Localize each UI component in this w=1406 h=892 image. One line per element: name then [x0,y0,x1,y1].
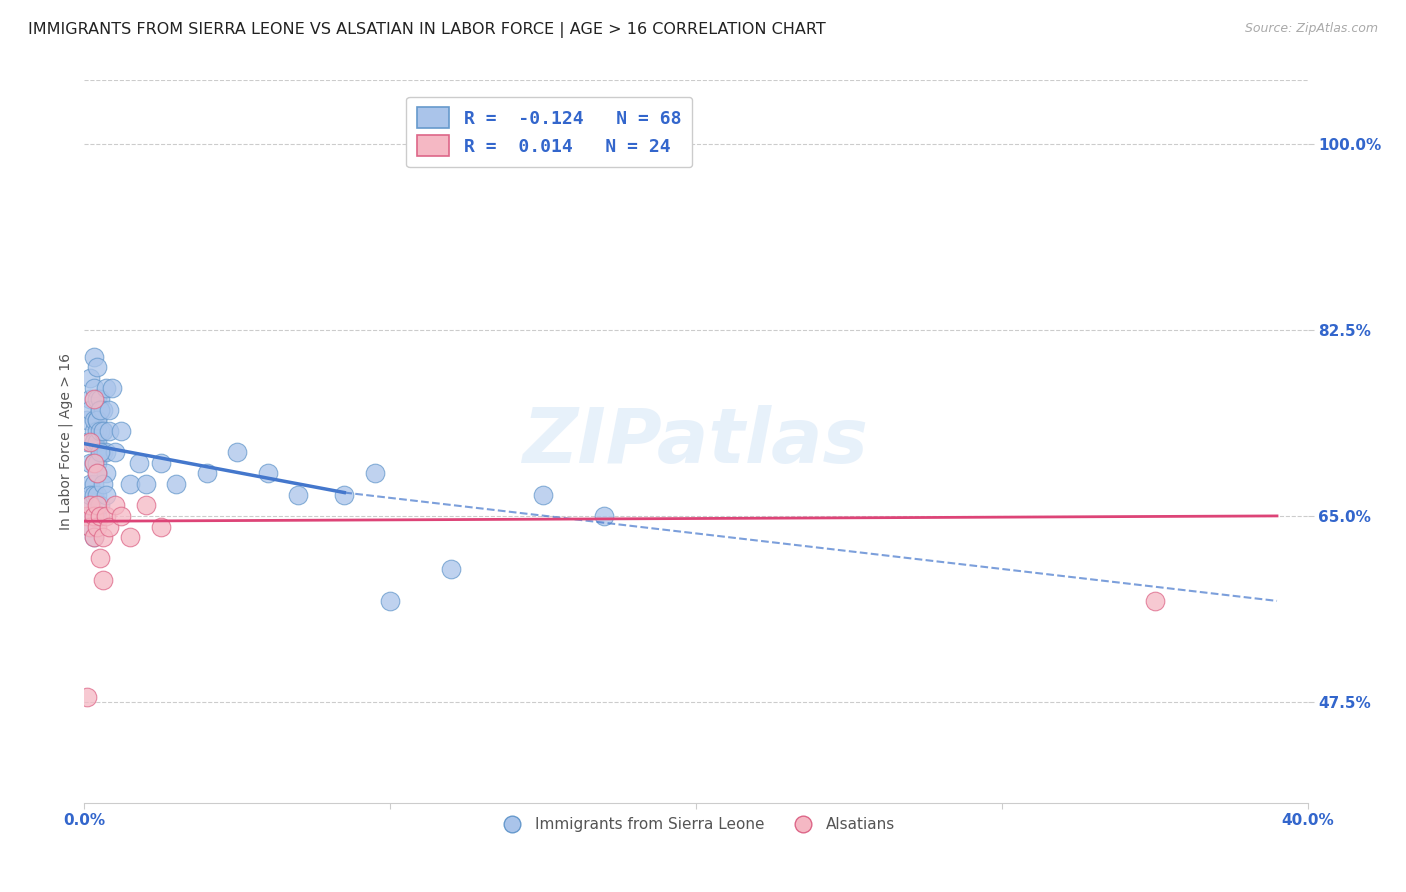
Point [380,594,402,608]
Point [76,508,98,523]
Point [83,530,105,544]
Point [94,488,117,502]
Point [94,508,117,523]
Point [79,477,101,491]
Point [94,381,117,395]
Point [104,445,127,459]
Point [83,456,105,470]
Text: IMMIGRANTS FROM SIERRA LEONE VS ALSATIAN IN LABOR FORCE | AGE > 16 CORRELATION C: IMMIGRANTS FROM SIERRA LEONE VS ALSATIAN… [28,22,825,38]
Point [86,519,108,533]
Point [91,477,114,491]
Point [593,508,616,523]
Point [97,519,120,533]
Point [83,508,105,523]
Point [79,498,101,512]
Point [120,477,142,491]
Point [79,392,101,406]
Point [89,508,111,523]
Point [83,488,105,502]
Point [76,413,98,427]
Point [89,424,111,438]
Point [83,350,105,364]
Point [97,424,120,438]
Point [97,402,120,417]
Text: Source: ZipAtlas.com: Source: ZipAtlas.com [1244,22,1378,36]
Point [287,488,309,502]
Point [195,467,218,481]
Point [89,445,111,459]
Point [86,467,108,481]
Point [135,477,157,491]
Point [86,488,108,502]
Point [86,456,108,470]
Point [76,434,98,449]
Point [86,434,108,449]
Point [86,467,108,481]
Point [333,488,356,502]
Point [86,424,108,438]
Point [86,508,108,523]
Point [79,519,101,533]
Point [226,445,249,459]
Point [83,392,105,406]
Point [91,445,114,459]
Legend: Immigrants from Sierra Leone, Alsatians: Immigrants from Sierra Leone, Alsatians [491,812,901,838]
Point [135,498,157,512]
Point [86,360,108,375]
Point [79,371,101,385]
Point [110,424,132,438]
Point [83,456,105,470]
Point [83,508,105,523]
Point [86,498,108,512]
Point [89,402,111,417]
Point [79,402,101,417]
Point [79,508,101,523]
Point [83,434,105,449]
Point [91,573,114,587]
Point [79,456,101,470]
Point [94,445,117,459]
Point [257,467,280,481]
Point [83,424,105,438]
Point [76,690,98,704]
Point [104,498,127,512]
Point [91,530,114,544]
Point [76,498,98,512]
Point [101,381,124,395]
Text: ZIPatlas: ZIPatlas [523,405,869,478]
Point [79,488,101,502]
Point [83,381,105,395]
Point [83,434,105,449]
Point [83,477,105,491]
Point [110,508,132,523]
Point [86,413,108,427]
Point [91,402,114,417]
Point [83,413,105,427]
Point [120,530,142,544]
Point [86,413,108,427]
Point [89,445,111,459]
Point [83,530,105,544]
Point [89,551,111,566]
Point [364,467,387,481]
Point [128,456,150,470]
Point [89,402,111,417]
Point [89,498,111,512]
Point [149,519,172,533]
Point [86,392,108,406]
Point [79,434,101,449]
Point [91,424,114,438]
Point [1143,594,1166,608]
Point [165,477,187,491]
Point [94,467,117,481]
Point [531,488,554,502]
Y-axis label: In Labor Force | Age > 16: In Labor Force | Age > 16 [59,353,73,530]
Point [89,392,111,406]
Point [91,424,114,438]
Point [79,519,101,533]
Point [149,456,172,470]
Point [440,562,463,576]
